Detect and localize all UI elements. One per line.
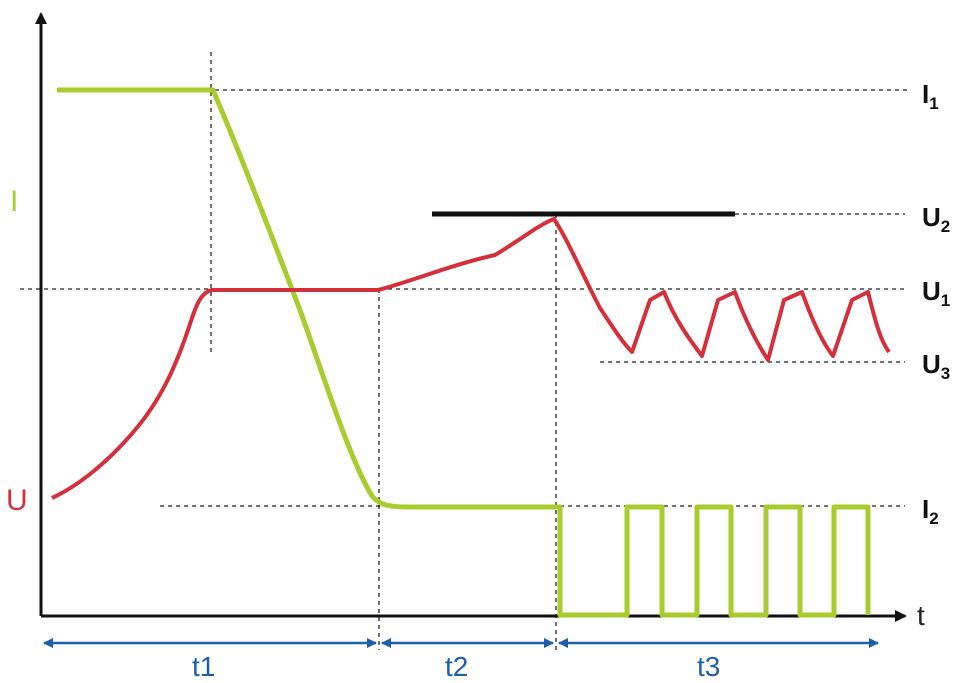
reference-guides (20, 52, 910, 650)
label-u3-sub: 3 (941, 364, 950, 383)
label-u3: U3 (922, 349, 950, 383)
label-u2-base: U (922, 202, 941, 232)
label-u1: U1 (922, 276, 950, 310)
label-i2: I2 (922, 494, 939, 528)
label-u2-sub: 2 (941, 217, 950, 236)
phase-t3-label: t3 (697, 651, 720, 682)
voltage-series-line (51, 217, 891, 500)
phase-t1-label: t1 (192, 651, 215, 682)
label-i2-base: I (922, 494, 929, 524)
axes: t (35, 12, 925, 631)
current-axis-label: I (10, 185, 18, 218)
label-i1-base: I (922, 79, 929, 109)
label-u2: U2 (922, 202, 950, 236)
reference-labels: I1 U2 U1 U3 I2 (922, 79, 950, 528)
label-i1: I1 (922, 79, 939, 113)
label-i2-sub: 2 (929, 509, 938, 528)
label-u1-sub: 1 (941, 291, 950, 310)
phase-arrows: t1 t2 t3 (43, 638, 879, 682)
current-series-line (57, 87, 871, 618)
x-axis-label: t (917, 600, 925, 631)
voltage-axis-label: U (6, 484, 28, 517)
phase-t2-label: t2 (445, 651, 468, 682)
label-u3-base: U (922, 349, 941, 379)
label-i1-sub: 1 (929, 94, 938, 113)
label-u1-base: U (922, 276, 941, 306)
